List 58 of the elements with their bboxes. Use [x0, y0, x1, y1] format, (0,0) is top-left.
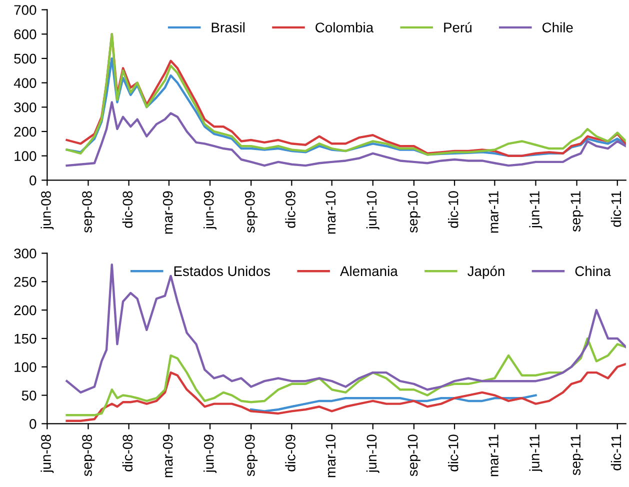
x-tick-label: mar-09: [162, 434, 173, 478]
legend-label: Estados Unidos: [174, 266, 270, 276]
legend-label: Alemania: [340, 266, 398, 276]
x-tick-label: mar-11: [488, 434, 498, 476]
y-tick-label: 300: [14, 102, 36, 112]
x-tick-label: jun-10: [366, 434, 380, 474]
x-tick-label: dic-09: [285, 434, 296, 472]
x-tick-label: mar-09: [162, 191, 173, 234]
y-tick-label: 100: [14, 362, 36, 372]
x-tick-label: sep-11: [570, 434, 584, 476]
y-tick-label: 600: [14, 29, 36, 40]
legend-label: China: [575, 266, 611, 276]
x-tick-label: jun-11: [529, 191, 542, 229]
x-tick-label: sep-09: [244, 191, 258, 233]
y-tick-label: 300: [14, 248, 36, 258]
y-tick-label: 700: [14, 5, 36, 15]
line-series: [66, 362, 626, 422]
x-tick-label: sep-10: [408, 434, 420, 476]
x-tick-label: dic-10: [448, 434, 458, 472]
line-series: [66, 337, 626, 416]
x-tick-label: jun-11: [529, 434, 542, 472]
y-tick-label: 150: [14, 334, 36, 344]
x-tick-label: sep-11: [570, 191, 584, 232]
x-tick-label: sep-08: [82, 434, 95, 476]
y-tick-label: 0: [30, 176, 36, 186]
legend-label: Colombia: [316, 22, 374, 32]
x-tick-label: mar-10: [326, 191, 336, 234]
x-tick-label: dic-10: [448, 191, 458, 228]
x-tick-label: sep-08: [82, 191, 95, 233]
y-tick-label: 100: [14, 151, 36, 162]
x-tick-label: jun-09: [204, 434, 216, 474]
y-tick-label: 200: [14, 305, 36, 316]
x-tick-label: jun-08: [40, 434, 54, 474]
x-tick-label: mar-10: [326, 434, 336, 478]
line-series: [250, 394, 537, 412]
y-tick-label: 50: [22, 390, 36, 400]
x-tick-label: dic-08: [122, 434, 133, 472]
y-tick-label: 500: [14, 54, 36, 64]
x-tick-label: dic-09: [285, 191, 296, 228]
y-tick-label: 250: [14, 276, 36, 287]
x-tick-label: sep-09: [244, 434, 258, 476]
x-tick-label: sep-10: [408, 191, 420, 233]
legend-label: Brasil: [212, 22, 245, 32]
line-series: [66, 101, 626, 167]
y-tick-label: 200: [14, 126, 36, 137]
x-tick-label: dic-08: [122, 191, 133, 228]
y-tick-label: 0: [30, 419, 36, 429]
legend-label: Chile: [542, 22, 573, 32]
x-tick-label: dic-11: [610, 191, 622, 227]
legend-label: Japón: [468, 266, 504, 279]
x-tick-label: dic-11: [610, 434, 622, 470]
y-tick-label: 400: [14, 78, 36, 88]
x-tick-label: jun-09: [204, 191, 216, 230]
line-series: [66, 263, 626, 394]
x-tick-label: jun-10: [366, 191, 380, 230]
legend-label: Perú: [444, 22, 472, 32]
x-tick-label: jun-08: [40, 191, 54, 230]
x-tick-label: mar-11: [488, 191, 498, 233]
